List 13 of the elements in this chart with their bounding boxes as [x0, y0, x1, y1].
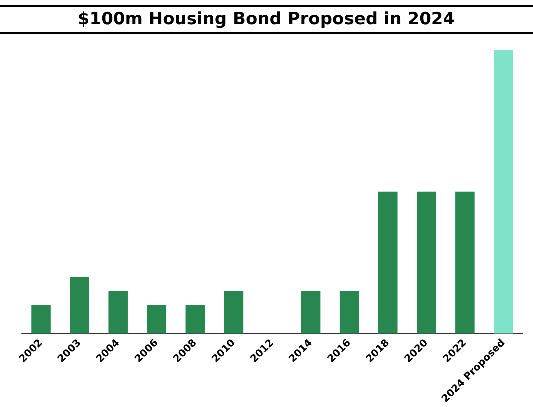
bar: [70, 276, 90, 334]
chart-title: $100m Housing Bond Proposed in 2024: [78, 10, 456, 30]
bar: [378, 192, 398, 334]
bar: [224, 291, 244, 334]
bar: [108, 291, 128, 334]
bar: [456, 192, 475, 334]
bar: [340, 291, 360, 334]
bar: [417, 192, 436, 334]
bar: [32, 305, 51, 334]
bar: [301, 291, 321, 334]
bar: [494, 50, 514, 334]
bar: [186, 305, 206, 334]
bar: [147, 305, 167, 334]
